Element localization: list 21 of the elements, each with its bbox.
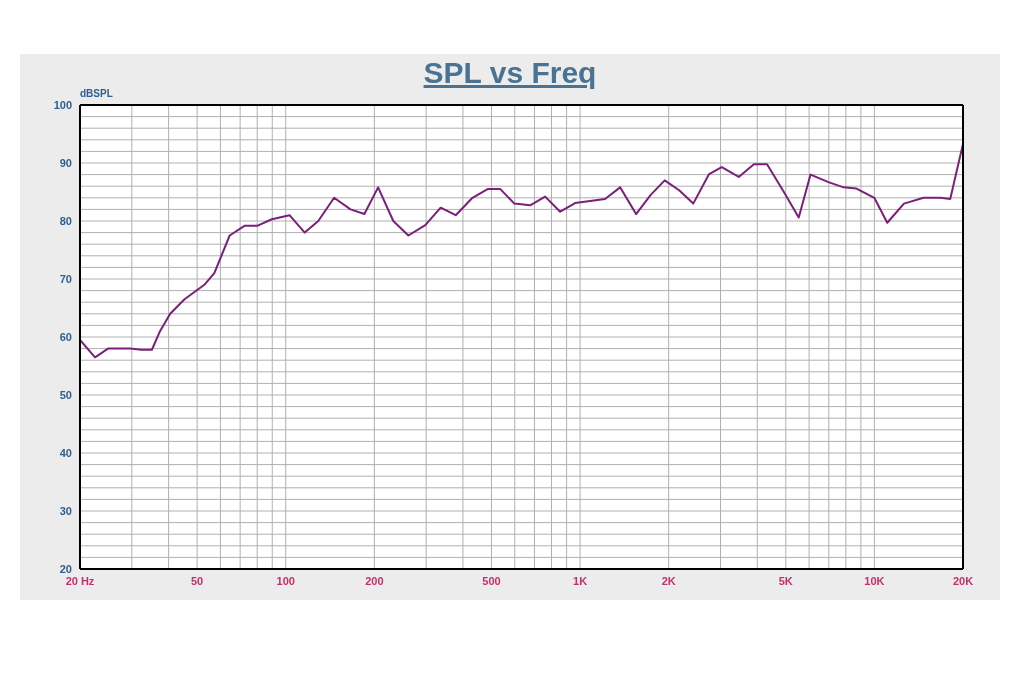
y-tick-label: 80 (59, 214, 72, 227)
y-tick-label: 40 (59, 446, 72, 459)
x-tick-label: 200 (365, 574, 384, 587)
chart-title: SPL vs Freq (423, 56, 597, 89)
x-tick-label: 2K (661, 574, 676, 587)
y-tick-label: 100 (53, 98, 72, 111)
x-tick-label: 5K (778, 574, 793, 587)
x-tick-label: 20 Hz (65, 574, 95, 587)
x-tick-label: 1K (573, 574, 588, 587)
x-tick-label: 500 (482, 574, 501, 587)
x-tick-label: 50 (191, 574, 204, 587)
y-tick-label: 60 (59, 330, 72, 343)
y-tick-label: 50 (59, 388, 72, 401)
y-tick-label: 20 (59, 562, 72, 575)
y-tick-label: 30 (59, 504, 72, 517)
y-tick-label: 90 (59, 156, 72, 169)
x-tick-label: 100 (276, 574, 295, 587)
x-tick-label: 10K (864, 574, 885, 587)
x-tick-label: 20K (952, 574, 974, 587)
y-axis-title: dBSPL (80, 88, 113, 99)
y-tick-label: 70 (59, 272, 72, 285)
